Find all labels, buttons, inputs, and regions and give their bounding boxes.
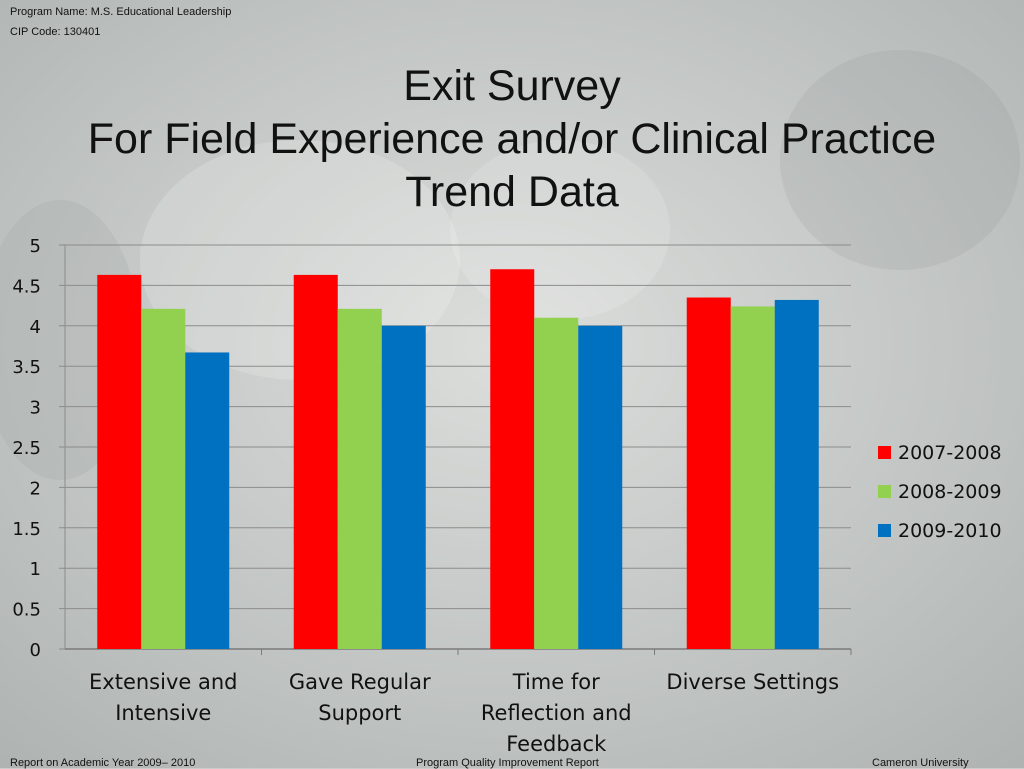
footer-academic-year: Report on Academic Year 2009– 2010 [10,757,196,769]
chart-title-line-1: Exit Survey [403,62,621,110]
bar-2009-2010 [774,299,819,649]
y-axis-ticks: 0 0.5 1 1.5 2 2.5 3 3.5 4 4.5 5 [12,236,41,661]
y-tick-label: 0.5 [12,600,41,621]
legend-label: 2008-2009 [898,481,1002,503]
bar-2008-2009 [141,308,186,649]
legend-label: 2009-2010 [898,520,1002,542]
bar-2009-2010 [578,325,623,649]
x-axis-categories: Extensive and Intensive Gave Regular Suppor… [89,670,839,756]
y-tick-label: 4.5 [12,276,41,297]
y-tick-label: 0 [30,640,41,661]
x-category-label: Intensive [115,701,211,725]
bar-2007-2008 [97,274,142,649]
bar-2007-2008 [686,297,731,649]
y-tick-label: 3 [30,398,41,419]
x-category-label: Reflection and [481,701,632,725]
legend-swatch [878,524,891,537]
x-category-label: Time for [512,670,600,694]
bars [97,269,819,649]
bar-2009-2010 [381,325,426,649]
bar-2008-2009 [534,317,579,649]
x-category-label: Feedback [506,732,607,756]
footer-report-name: Program Quality Improvement Report [416,757,599,769]
y-tick-label: 5 [30,236,41,257]
bar-chart: 0 0.5 1 1.5 2 2.5 3 3.5 4 4.5 5 Extensive and Inten… [12,236,1002,756]
chart-title-line-3: Trend Data [405,168,619,216]
x-category-label: Gave Regular [289,670,431,694]
legend: 2007-2008 2008-2009 2009-2010 [878,442,1002,542]
footer-university: Cameron University [872,757,969,769]
x-category-label: Support [318,701,401,725]
legend-label: 2007-2008 [898,442,1002,464]
x-category-label: Diverse Settings [666,670,839,694]
y-tick-label: 2 [30,478,41,499]
y-tick-label: 1 [30,559,41,580]
y-tick-label: 2.5 [12,438,41,459]
program-name: Program Name: M.S. Educational Leadershi… [10,6,232,18]
cip-code: CIP Code: 130401 [10,26,101,38]
bar-2008-2009 [337,308,382,649]
legend-swatch [878,485,891,498]
bar-2007-2008 [490,269,535,649]
bar-2009-2010 [185,352,230,649]
chart-title-line-2: For Field Experience and/or Clinical Pra… [87,115,937,163]
y-tick-label: 3.5 [12,357,41,378]
legend-swatch [878,446,891,459]
x-category-label: Extensive and [89,670,237,694]
bar-2007-2008 [293,274,338,649]
y-tick-label: 4 [30,317,41,338]
y-tick-label: 1.5 [12,519,41,540]
bar-2008-2009 [730,306,775,649]
